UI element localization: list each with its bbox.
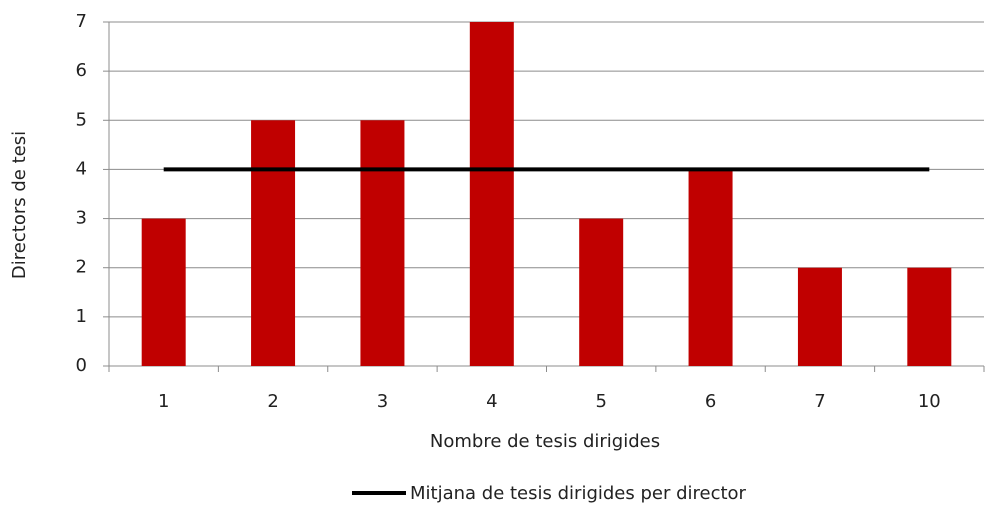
y-tick-label: 1 [76, 306, 87, 327]
y-axis-title: Directors de tesi [9, 131, 30, 279]
x-tick-label: 10 [918, 391, 941, 412]
x-tick-label: 3 [377, 391, 388, 412]
legend-label: Mitjana de tesis dirigides per director [410, 483, 747, 504]
bar [579, 218, 624, 366]
bar [251, 120, 296, 367]
x-tick-label: 7 [814, 391, 825, 412]
x-tick-label: 2 [267, 391, 278, 412]
y-tick-label: 5 [76, 109, 87, 130]
x-tick-label: 1 [158, 391, 169, 412]
y-tick-label: 0 [76, 355, 87, 376]
bar [141, 218, 186, 366]
x-axis-title: Nombre de tesis dirigides [430, 431, 660, 452]
x-tick-label: 5 [595, 391, 606, 412]
y-tick-label: 2 [76, 257, 87, 278]
y-tick-label: 3 [76, 208, 87, 229]
bar [688, 169, 733, 366]
x-tick-label: 4 [486, 391, 497, 412]
y-tick-label: 7 [76, 11, 87, 32]
x-tick-label: 6 [705, 391, 716, 412]
y-tick-label: 4 [76, 158, 87, 179]
y-tick-label: 6 [76, 60, 87, 81]
bar [469, 22, 514, 366]
bar [797, 267, 842, 366]
bar [907, 267, 952, 366]
bar [360, 120, 405, 367]
